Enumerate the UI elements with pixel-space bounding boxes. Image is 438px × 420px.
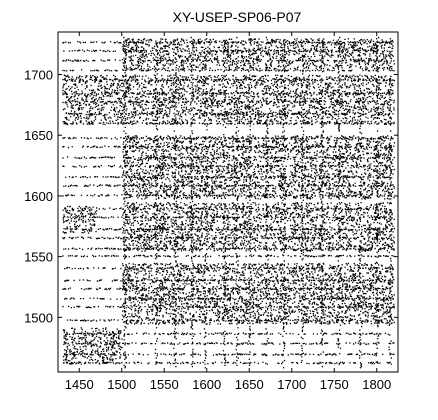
chart-title: XY-USEP-SP06-P07 xyxy=(173,9,302,25)
x-tick-label: 1550 xyxy=(150,377,179,392)
x-tick-label: 1500 xyxy=(107,377,136,392)
x-axis: 1450 1500 1550 1600 1650 1700 1750 1800 xyxy=(65,32,391,392)
data-points xyxy=(62,36,396,369)
x-tick-label: 1700 xyxy=(277,377,306,392)
scatter-points xyxy=(62,36,396,369)
x-tick-label: 1650 xyxy=(235,377,264,392)
x-tick-label: 1600 xyxy=(192,377,221,392)
x-tick-label: 1450 xyxy=(65,377,94,392)
y-tick-label: 1650 xyxy=(24,128,53,143)
axes-frame xyxy=(57,31,399,373)
y-tick-label: 1600 xyxy=(24,189,53,204)
x-tick-label: 1800 xyxy=(362,377,391,392)
y-tick-label: 1550 xyxy=(24,250,53,265)
y-axis: 1500 1550 1600 1650 1700 xyxy=(24,68,398,325)
x-tick-label: 1750 xyxy=(320,377,349,392)
y-tick-label: 1700 xyxy=(24,68,53,83)
y-tick-label: 1500 xyxy=(24,310,53,325)
